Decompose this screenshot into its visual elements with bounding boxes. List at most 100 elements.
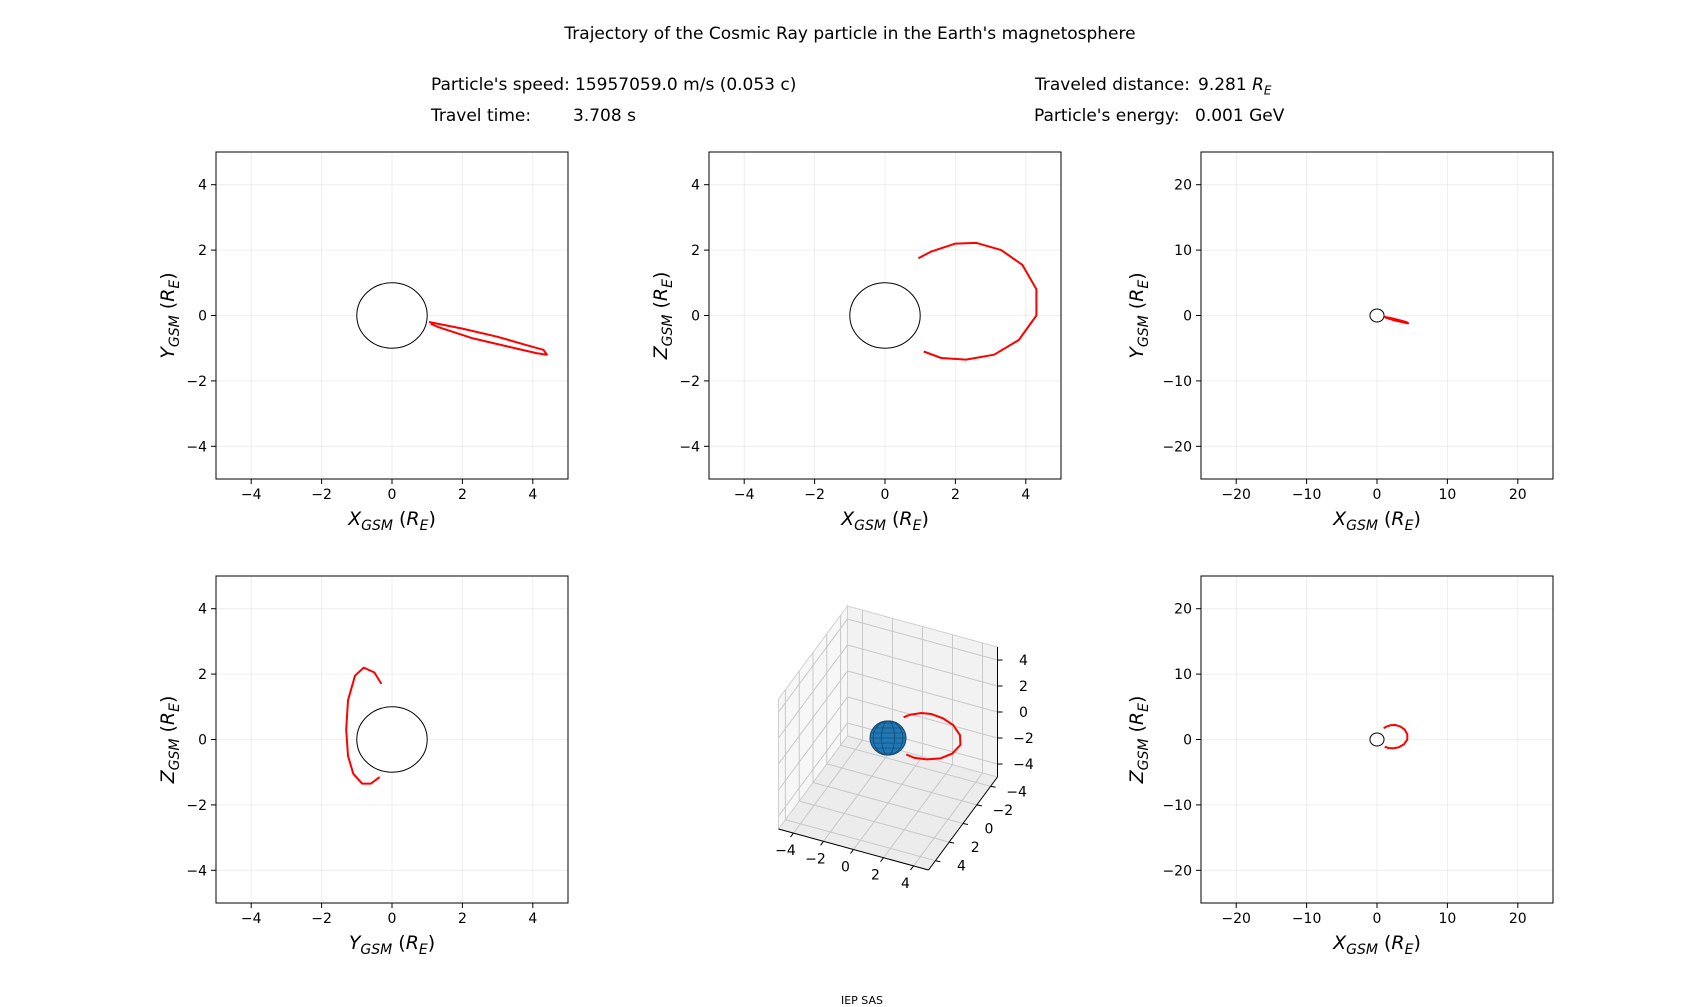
x-tick-label: 4 — [901, 876, 910, 892]
y-tick-label: 0 — [198, 309, 207, 325]
earth-circle — [1369, 308, 1385, 323]
x-tick-label: −10 — [1292, 487, 1322, 503]
trajectory-line — [917, 241, 1038, 361]
x-tick-label: 4 — [1021, 487, 1030, 503]
y-tick-label: 0 — [1183, 733, 1192, 749]
earth-circle — [849, 282, 921, 349]
x-tick-label: −4 — [734, 487, 755, 503]
footer-credit: IEP SAS — [840, 994, 884, 1007]
grid-line-y — [812, 652, 964, 824]
x-tick-label: −2 — [805, 851, 826, 867]
y-tick-label: 4 — [198, 178, 207, 194]
y-tick-label: 2 — [198, 243, 207, 259]
distance-unit: R — [1252, 75, 1264, 95]
x-tick-label: 0 — [388, 911, 397, 927]
y-tick-label: 4 — [691, 178, 700, 194]
distance-unit-sub: E — [1263, 83, 1272, 98]
x-tick-mark — [850, 849, 854, 854]
y-tick-label: 10 — [1174, 243, 1192, 259]
x-tick-label: 0 — [1373, 487, 1382, 503]
panel-xy-zoom: −4 −2 0 2 4 −4 −2 0 2 4 XGSM (RE) YGSM (RE) — [157, 151, 569, 534]
x-tick-mark — [880, 857, 884, 863]
x-tick-label: 0 — [388, 487, 397, 503]
trajectory-line — [1384, 315, 1409, 325]
z-tick-label: 0 — [1019, 705, 1028, 721]
y-tick-mark — [949, 841, 955, 844]
y-tick-label: −2 — [186, 374, 207, 390]
grid-line-y — [826, 633, 977, 806]
grid-line-z — [778, 696, 998, 791]
y-axis-label: ZGSM (RE) — [650, 272, 676, 361]
grid-line-y — [798, 671, 950, 843]
y-tick-label: 0 — [198, 733, 207, 749]
x-tick-label: 20 — [1509, 487, 1527, 503]
x-tick-label: −20 — [1221, 911, 1251, 927]
energy-value: 0.001 GeV — [1195, 106, 1285, 126]
y-tick-label: −4 — [186, 439, 207, 455]
x-axis-label: XGSM (RE) — [347, 508, 436, 534]
earth-circle — [1369, 732, 1385, 747]
y-tick-mark — [935, 860, 941, 863]
trajectory-line — [428, 321, 548, 356]
y-tick-label: 2 — [198, 667, 207, 683]
y-tick-mark — [976, 804, 982, 807]
y-tick-label: 2 — [691, 243, 700, 259]
trajectory-line — [345, 666, 383, 785]
x-tick-label: 0 — [1373, 911, 1382, 927]
grid-line-z — [778, 722, 998, 817]
trajectory-line — [1383, 724, 1409, 750]
y-tick-label: 20 — [1174, 178, 1192, 194]
earth-circle — [356, 706, 428, 773]
z-tick-label: −2 — [1013, 731, 1034, 747]
figure-title: Trajectory of the Cosmic Ray particle in… — [564, 24, 1136, 44]
x-tick-label: 4 — [528, 911, 537, 927]
y-axis-label: YGSM (RE) — [157, 272, 183, 358]
grid-line-z — [778, 618, 998, 713]
x-tick-mark — [910, 865, 914, 871]
y-tick-label: −10 — [1162, 374, 1192, 390]
z-tick-label: −4 — [1013, 757, 1034, 773]
panel-xz-zoom: −4 −2 0 2 4 −4 −2 0 2 4 XGSM (RE) ZGSM (RE) — [650, 151, 1062, 534]
x-tick-label: 2 — [871, 868, 880, 884]
x-tick-label: −20 — [1221, 487, 1251, 503]
earth-circle — [356, 282, 428, 349]
x-axis-label: XGSM (RE) — [1332, 508, 1421, 534]
y-tick-label: 0 — [691, 309, 700, 325]
grid-line-x — [883, 634, 953, 858]
y-tick-label: 4 — [198, 602, 207, 618]
y-tick-label: 10 — [1174, 667, 1192, 683]
x-tick-label: −4 — [241, 911, 262, 927]
x-tick-label: 10 — [1438, 487, 1456, 503]
y-tick-label: 4 — [957, 859, 966, 875]
x-tick-label: 0 — [881, 487, 890, 503]
y-tick-mark — [990, 785, 996, 788]
x-axis-label: XGSM (RE) — [840, 508, 929, 534]
x-tick-label: 2 — [458, 487, 467, 503]
grid-line-y — [784, 689, 936, 862]
y-tick-label: −4 — [186, 863, 207, 879]
distance-label: Traveled distance: — [1035, 75, 1190, 95]
x-tick-label: −10 — [1292, 911, 1322, 927]
earth-sphere — [869, 720, 907, 756]
y-tick-label: −20 — [1162, 863, 1192, 879]
y-tick-label: 2 — [971, 840, 980, 856]
x-tick-label: −2 — [311, 911, 332, 927]
z-tick-label: 4 — [1019, 653, 1028, 669]
x-tick-label: 2 — [951, 487, 960, 503]
y-tick-label: 0 — [1183, 309, 1192, 325]
x-axis-label: YGSM (RE) — [349, 932, 435, 958]
panel-xy-wide: −20 −10 0 10 20 −20 −10 0 10 20 XGSM (RE) YGSM (RE) — [1126, 151, 1554, 534]
x-tick-label: 2 — [458, 911, 467, 927]
y-axis-label: YGSM (RE) — [1126, 272, 1152, 358]
speed-value: 15957059.0 m/s (0.053 c) — [575, 75, 797, 95]
x-tick-label: 4 — [528, 487, 537, 503]
energy-label: Particle's energy: — [1034, 106, 1180, 126]
y-tick-label: −2 — [186, 798, 207, 814]
grid-line-x — [913, 642, 983, 867]
y-tick-label: 0 — [985, 822, 994, 838]
y-tick-label: −20 — [1162, 439, 1192, 455]
x-tick-label: 0 — [841, 860, 850, 876]
grid-line-y — [840, 615, 991, 787]
